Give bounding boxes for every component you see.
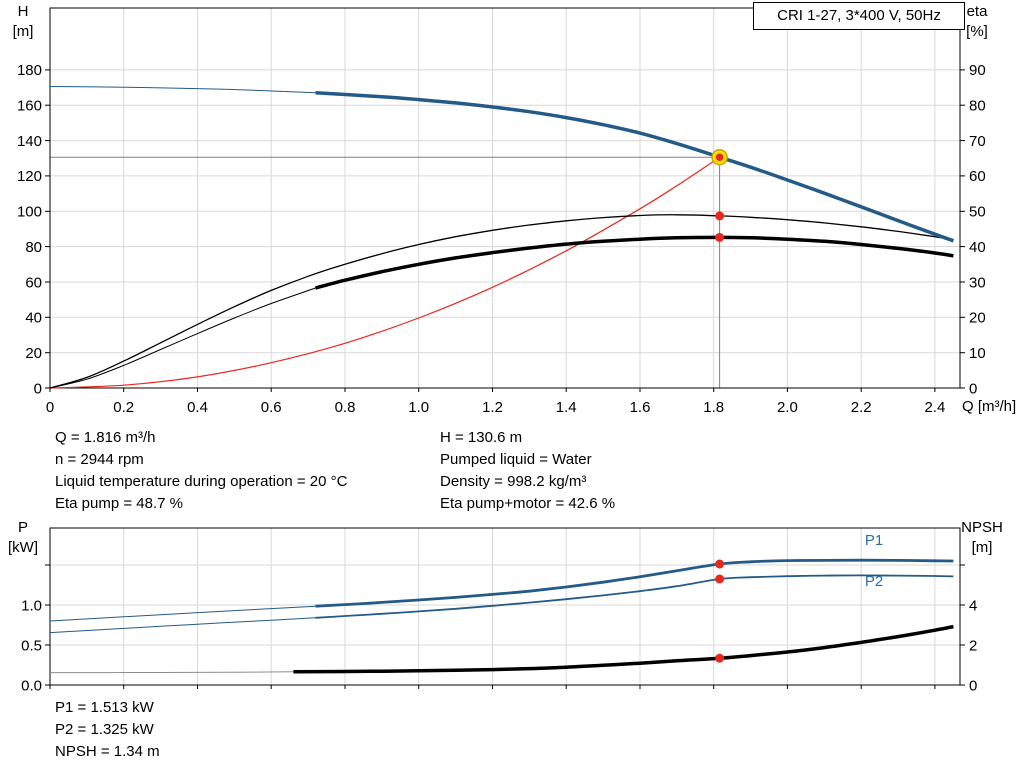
eta-pump-motor-curve-thin bbox=[49, 287, 316, 389]
npsh-axis-title: NPSH [m] bbox=[952, 518, 1012, 558]
system-curve bbox=[49, 156, 720, 389]
npsh-curve bbox=[293, 624, 954, 674]
tick-label-x: 1.4 bbox=[556, 399, 577, 416]
tick-label-right: 40 bbox=[969, 239, 986, 256]
pump-curve-thin bbox=[49, 86, 316, 94]
tick-label-left: 80 bbox=[25, 239, 42, 256]
p2-curve bbox=[315, 574, 954, 619]
info-speed: n = 2944 rpm bbox=[55, 451, 144, 468]
plot-border bbox=[49, 7, 961, 389]
tick-label-left: 160 bbox=[17, 97, 42, 114]
tick-label-left: 40 bbox=[25, 310, 42, 327]
p-axis-symbol: P bbox=[17, 519, 28, 536]
info-liquid-temperature: Liquid temperature during operation = 20… bbox=[55, 473, 348, 490]
npsh-curve-thin bbox=[49, 671, 294, 674]
info-eta-pump: Eta pump = 48.7 % bbox=[55, 495, 183, 512]
tick-label-right: 80 bbox=[969, 97, 986, 114]
h-axis-symbol: H bbox=[17, 3, 29, 20]
p-axis-unit: [kW] bbox=[8, 539, 38, 556]
tick-label-x: 0.2 bbox=[113, 399, 134, 416]
eta-axis-unit: [%] bbox=[966, 23, 988, 40]
tick-label-right: 70 bbox=[969, 133, 986, 150]
p2-point bbox=[715, 574, 725, 584]
tick-label-x: 0.8 bbox=[335, 399, 356, 416]
info-npsh: NPSH = 1.34 m bbox=[55, 743, 160, 760]
npsh-point bbox=[715, 653, 725, 663]
info-pumped-liquid: Pumped liquid = Water bbox=[440, 451, 592, 468]
pump-curve bbox=[315, 91, 954, 243]
qh-eta-chart[interactable]: 0 20 40 60 80 100 120 140 160 180 0 10 20 30 40 50 60 70 8… bbox=[0, 0, 1024, 430]
tick-label-left: 100 bbox=[17, 204, 42, 221]
p2-curve-label: P2 bbox=[865, 573, 883, 590]
tick-label-left: 140 bbox=[17, 133, 42, 150]
h-axis-unit: [m] bbox=[12, 23, 34, 40]
pump-model-box: CRI 1-27, 3*400 V, 50Hz bbox=[753, 2, 965, 30]
tick-label-right: 60 bbox=[969, 168, 986, 185]
tick-label-right: 90 bbox=[969, 62, 986, 79]
info-p2: P2 = 1.325 kW bbox=[55, 721, 154, 738]
h-axis-title: H [m] bbox=[0, 2, 46, 42]
tick-label-right: 0 bbox=[969, 677, 977, 694]
tick-label-x: 2.4 bbox=[924, 399, 945, 416]
duty-info-left: Q = 1.816 m³/h n = 2944 rpm Liquid tempe… bbox=[55, 427, 347, 515]
tick-label-left: 180 bbox=[17, 62, 42, 79]
tick-label-right: 30 bbox=[969, 274, 986, 291]
tick-label-x: 2.0 bbox=[777, 399, 798, 416]
p1-point bbox=[715, 559, 725, 569]
tick-label-right: 0 bbox=[969, 380, 977, 397]
tick-label-left: 20 bbox=[25, 345, 42, 362]
info-h: H = 130.6 m bbox=[440, 429, 523, 446]
tick-label-x: 0.6 bbox=[261, 399, 282, 416]
tick-label-right: 20 bbox=[969, 310, 986, 327]
pump-model-label: CRI 1-27, 3*400 V, 50Hz bbox=[777, 7, 941, 24]
tick-label-x: 1.2 bbox=[482, 399, 503, 416]
tick-label-x: 1.0 bbox=[408, 399, 429, 416]
eta-pump-motor-point bbox=[715, 232, 725, 242]
eta-axis-symbol: eta bbox=[966, 3, 988, 20]
info-p1: P1 = 1.513 kW bbox=[55, 699, 154, 716]
p1-curve-thin bbox=[49, 605, 316, 622]
tick-label-x: 1.8 bbox=[703, 399, 724, 416]
p-axis-title: P [kW] bbox=[0, 518, 46, 558]
q-axis-title: Q [m³/h] bbox=[962, 398, 1017, 415]
tick-label-x: 0.4 bbox=[187, 399, 208, 416]
tick-label-x: 0 bbox=[46, 399, 54, 416]
eta-pump-curve bbox=[49, 214, 954, 389]
tick-label-x: 2.2 bbox=[851, 399, 872, 416]
tick-label-right: 4 bbox=[969, 597, 977, 614]
npsh-axis-symbol: NPSH bbox=[961, 519, 1003, 536]
info-density: Density = 998.2 kg/m³ bbox=[440, 473, 587, 490]
tick-label-left: 0 bbox=[34, 380, 42, 397]
tick-label-right: 10 bbox=[969, 345, 986, 362]
tick-label-left: 0.5 bbox=[21, 637, 42, 654]
duty-info-right: H = 130.6 m Pumped liquid = Water Densit… bbox=[440, 427, 615, 515]
tick-label-left: 1.0 bbox=[21, 597, 42, 614]
tick-label-x: 1.6 bbox=[630, 399, 651, 416]
p2-curve-thin bbox=[49, 617, 316, 634]
power-info: P1 = 1.513 kW P2 = 1.325 kW NPSH = 1.34 … bbox=[55, 697, 160, 763]
tick-label-right: 2 bbox=[969, 637, 977, 654]
p1-curve bbox=[315, 558, 954, 608]
tick-label-right: 50 bbox=[969, 204, 986, 221]
info-eta-pump-motor: Eta pump+motor = 42.6 % bbox=[440, 495, 616, 512]
eta-pump-motor-curve bbox=[315, 235, 954, 290]
tick-label-left: 60 bbox=[25, 274, 42, 291]
info-q: Q = 1.816 m³/h bbox=[55, 429, 156, 446]
power-npsh-chart[interactable]: P1 P2 0.0 0.5 1.0 0 2 4 bbox=[0, 518, 1024, 718]
plot-border bbox=[49, 527, 961, 686]
p1-curve-label: P1 bbox=[865, 532, 883, 549]
tick-label-left: 120 bbox=[17, 168, 42, 185]
tick-label-left: 0.0 bbox=[21, 677, 42, 694]
eta-pump-point bbox=[715, 211, 725, 221]
eta-axis-title: eta [%] bbox=[955, 2, 999, 42]
npsh-axis-unit: [m] bbox=[971, 539, 993, 556]
duty-point-marker-center bbox=[715, 153, 724, 161]
